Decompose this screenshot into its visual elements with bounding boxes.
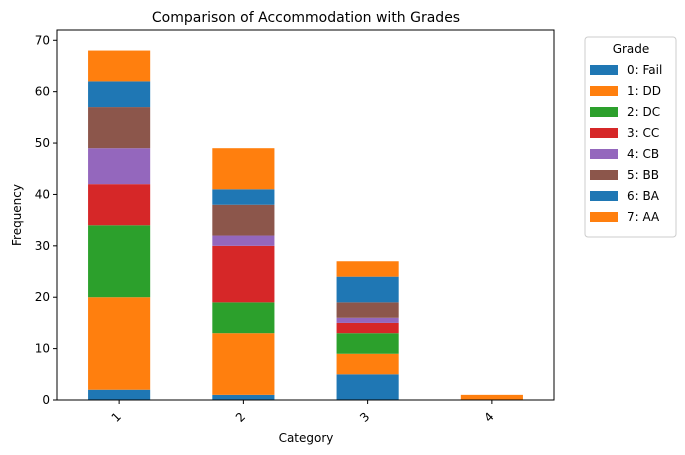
legend-label: 4: CB xyxy=(627,147,659,161)
legend-label: 2: DC xyxy=(627,105,660,119)
bar-segment-cat3-series0 xyxy=(336,374,399,400)
legend-swatch xyxy=(590,170,618,180)
x-tick-label: 4 xyxy=(481,410,496,425)
bar-segment-cat2-series7 xyxy=(212,148,275,190)
bar-segment-cat1-series3 xyxy=(88,184,151,226)
bar-segment-cat3-series3 xyxy=(336,322,399,334)
bar-segment-cat2-series5 xyxy=(212,204,275,236)
chart-title: Comparison of Accommodation with Grades xyxy=(152,10,460,26)
bar-segment-cat3-series7 xyxy=(336,261,399,277)
legend: Grade 0: Fail 1: DD 2: DC 3: CC 4: CB 5: BB 6:… xyxy=(584,36,677,238)
bar-segment-cat2-series6 xyxy=(212,189,275,205)
y-tick-label: 0 xyxy=(42,393,50,407)
legend-swatch xyxy=(590,65,618,75)
y-tick-label: 10 xyxy=(35,342,50,356)
bar-segment-cat1-series4 xyxy=(88,148,151,185)
bar-segment-cat1-series7 xyxy=(88,50,151,82)
x-axis-label: Category xyxy=(279,431,334,445)
legend-label: 6: BA xyxy=(627,189,660,203)
y-axis: 0 10 20 30 40 50 60 70 xyxy=(35,33,57,407)
x-tick-label: 1 xyxy=(109,410,124,425)
x-axis: 1 2 3 4 xyxy=(109,400,497,425)
x-tick-label: 3 xyxy=(357,410,372,425)
bars-group xyxy=(88,50,523,400)
bar-segment-cat2-series3 xyxy=(212,245,275,303)
y-tick-label: 30 xyxy=(35,239,50,253)
legend-swatch xyxy=(590,128,618,138)
legend-swatch xyxy=(590,107,618,117)
legend-label: 1: DD xyxy=(627,84,661,98)
bar-segment-cat2-series1 xyxy=(212,333,275,395)
legend-label: 0: Fail xyxy=(627,63,662,77)
legend-swatch xyxy=(590,191,618,201)
plot-frame xyxy=(56,29,555,401)
legend-label: 3: CC xyxy=(627,126,659,140)
bar-segment-cat3-series2 xyxy=(336,333,399,354)
bar-segment-cat1-series1 xyxy=(88,297,151,390)
y-tick-label: 40 xyxy=(35,187,50,201)
bar-segment-cat1-series2 xyxy=(88,225,151,298)
x-tick-label: 2 xyxy=(233,410,248,425)
bar-segment-cat2-series4 xyxy=(212,235,275,246)
legend-title: Grade xyxy=(613,42,650,56)
y-tick-label: 70 xyxy=(35,33,50,47)
bar-segment-cat2-series0 xyxy=(212,394,275,400)
legend-label: 7: AA xyxy=(627,210,660,224)
bar-segment-cat3-series1 xyxy=(336,353,399,375)
bar-segment-cat4-series1 xyxy=(460,394,523,400)
bar-segment-cat3-series6 xyxy=(336,276,399,303)
legend-swatch xyxy=(590,212,618,222)
bar-segment-cat3-series4 xyxy=(336,317,399,323)
y-tick-label: 50 xyxy=(35,136,50,150)
bar-segment-cat1-series0 xyxy=(88,389,151,400)
legend-swatch xyxy=(590,149,618,159)
bar-segment-cat3-series5 xyxy=(336,302,399,318)
bar-segment-cat1-series6 xyxy=(88,81,151,108)
y-tick-label: 60 xyxy=(35,85,50,99)
legend-swatch xyxy=(590,86,618,96)
legend-items: 0: Fail 1: DD 2: DC 3: CC 4: CB 5: BB 6: BA 7: … xyxy=(590,63,662,224)
legend-label: 5: BB xyxy=(627,168,659,182)
bar-segment-cat1-series5 xyxy=(88,107,151,149)
bar-segment-cat2-series2 xyxy=(212,302,275,334)
y-tick-label: 20 xyxy=(35,290,50,304)
y-axis-label: Frequency xyxy=(10,184,24,246)
